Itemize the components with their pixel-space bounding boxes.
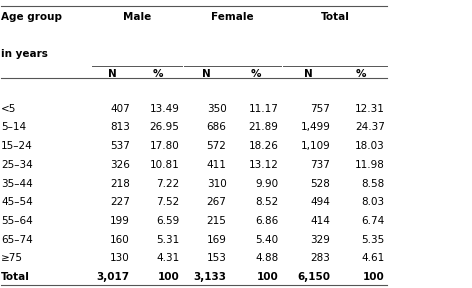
Text: 5.35: 5.35: [362, 235, 385, 245]
Text: 267: 267: [207, 197, 227, 207]
Text: 686: 686: [207, 122, 227, 132]
Text: 1,109: 1,109: [301, 141, 330, 151]
Text: 35–44: 35–44: [1, 179, 33, 189]
Text: 5.40: 5.40: [255, 235, 278, 245]
Text: 26.95: 26.95: [150, 122, 179, 132]
Text: 3,017: 3,017: [97, 272, 130, 282]
Text: 199: 199: [110, 216, 130, 226]
Text: 100: 100: [158, 272, 179, 282]
Text: 169: 169: [207, 235, 227, 245]
Text: N: N: [303, 69, 312, 79]
Text: 326: 326: [110, 160, 130, 170]
Text: in years: in years: [1, 49, 48, 59]
Text: 737: 737: [311, 160, 330, 170]
Text: 153: 153: [207, 253, 227, 264]
Text: 15–24: 15–24: [1, 141, 33, 151]
Text: 4.31: 4.31: [156, 253, 179, 264]
Text: 160: 160: [110, 235, 130, 245]
Text: 9.90: 9.90: [255, 179, 278, 189]
Text: 411: 411: [207, 160, 227, 170]
Text: 4.88: 4.88: [255, 253, 278, 264]
Text: 21.89: 21.89: [249, 122, 278, 132]
Text: 283: 283: [311, 253, 330, 264]
Text: 218: 218: [110, 179, 130, 189]
Text: 3,133: 3,133: [194, 272, 227, 282]
Text: 215: 215: [207, 216, 227, 226]
Text: 1,499: 1,499: [301, 122, 330, 132]
Text: 18.03: 18.03: [355, 141, 385, 151]
Text: 813: 813: [110, 122, 130, 132]
Text: 757: 757: [311, 104, 330, 114]
Text: 7.52: 7.52: [156, 197, 179, 207]
Text: 329: 329: [311, 235, 330, 245]
Text: 24.37: 24.37: [355, 122, 385, 132]
Text: 8.52: 8.52: [255, 197, 278, 207]
Text: 8.58: 8.58: [362, 179, 385, 189]
Text: ≥75: ≥75: [1, 253, 23, 264]
Text: %: %: [251, 69, 261, 79]
Text: 528: 528: [311, 179, 330, 189]
Text: 6.74: 6.74: [362, 216, 385, 226]
Text: 55–64: 55–64: [1, 216, 33, 226]
Text: 227: 227: [110, 197, 130, 207]
Text: 17.80: 17.80: [150, 141, 179, 151]
Text: 494: 494: [311, 197, 330, 207]
Text: N: N: [108, 69, 117, 79]
Text: 13.12: 13.12: [249, 160, 278, 170]
Text: 310: 310: [207, 179, 227, 189]
Text: 407: 407: [110, 104, 130, 114]
Text: 45–54: 45–54: [1, 197, 33, 207]
Text: 6,150: 6,150: [297, 272, 330, 282]
Text: 350: 350: [207, 104, 227, 114]
Text: Female: Female: [211, 12, 254, 22]
Text: Total: Total: [1, 272, 30, 282]
Text: 6.86: 6.86: [255, 216, 278, 226]
Text: <5: <5: [1, 104, 17, 114]
Text: 130: 130: [110, 253, 130, 264]
Text: Male: Male: [123, 12, 151, 22]
Text: 4.61: 4.61: [362, 253, 385, 264]
Text: 13.49: 13.49: [150, 104, 179, 114]
Text: 11.17: 11.17: [249, 104, 278, 114]
Text: 65–74: 65–74: [1, 235, 33, 245]
Text: 572: 572: [207, 141, 227, 151]
Text: 7.22: 7.22: [156, 179, 179, 189]
Text: 5.31: 5.31: [156, 235, 179, 245]
Text: 100: 100: [257, 272, 278, 282]
Text: Total: Total: [320, 12, 350, 22]
Text: 537: 537: [110, 141, 130, 151]
Text: 25–34: 25–34: [1, 160, 33, 170]
Text: 6.59: 6.59: [156, 216, 179, 226]
Text: N: N: [202, 69, 211, 79]
Text: Age group: Age group: [1, 12, 62, 22]
Text: 414: 414: [311, 216, 330, 226]
Text: 8.03: 8.03: [362, 197, 385, 207]
Text: 12.31: 12.31: [355, 104, 385, 114]
Text: 100: 100: [363, 272, 385, 282]
Text: %: %: [356, 69, 366, 79]
Text: 18.26: 18.26: [249, 141, 278, 151]
Text: 10.81: 10.81: [150, 160, 179, 170]
Text: %: %: [153, 69, 163, 79]
Text: 11.98: 11.98: [355, 160, 385, 170]
Text: 5–14: 5–14: [1, 122, 26, 132]
